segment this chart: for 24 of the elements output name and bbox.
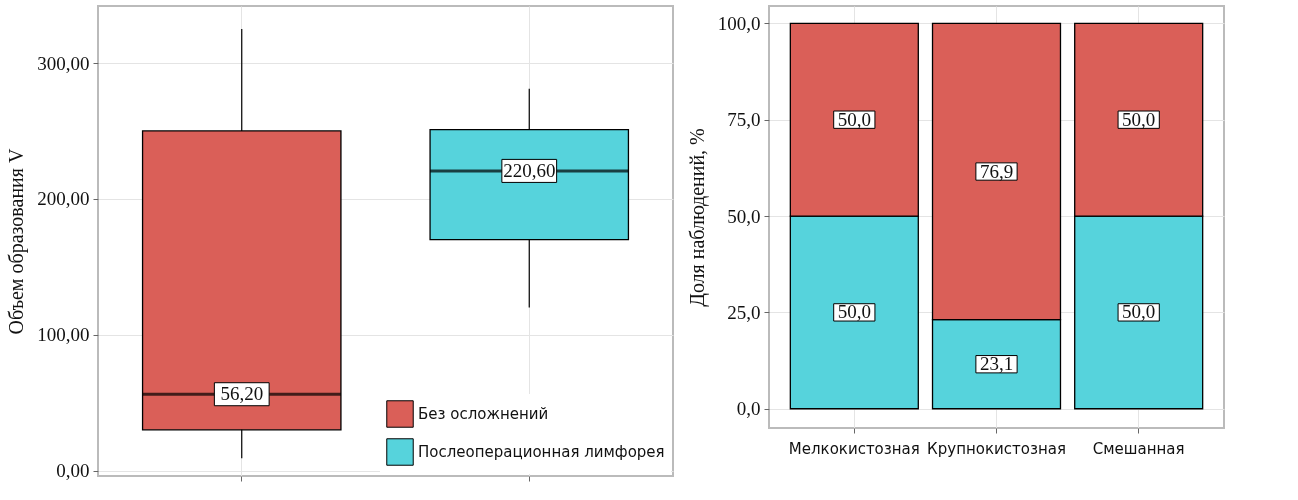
y-tick-label: 50,0 [727,205,761,227]
data-label: 76,9 [979,160,1014,182]
data-label: 50,0 [1122,108,1156,130]
y-tick-label: 100,0 [717,12,761,34]
annotation: 56,20 [220,383,264,405]
y-tick-label: 200,00 [37,188,90,210]
y-axis-title: Объем образования V [5,147,29,335]
y-tick-label: 100,00 [37,324,90,346]
y-tick-label: 0,0 [736,398,761,420]
y-tick-label: 25,0 [727,301,761,323]
y-axis-title: Доля наблюдений, % [685,128,709,307]
x-tick-label: Мелкокистозная [788,439,920,458]
annotation: 220,60 [503,159,556,181]
legend-label: Без осложнений [418,405,549,423]
x-tick-label: Смешанная [1092,439,1185,458]
y-tick-label: 300,00 [37,52,90,74]
y-tick-label: 0,00 [56,460,90,482]
data-label: 50,0 [837,108,871,130]
x-tick-label: Крупнокистозная [927,439,1066,458]
data-label: 50,0 [1122,301,1156,323]
legend-label: Послеоперационная лимфорея [418,443,665,461]
data-label: 50,0 [837,301,871,323]
data-label: 23,1 [979,353,1014,375]
y-tick-label: 75,0 [727,109,761,131]
